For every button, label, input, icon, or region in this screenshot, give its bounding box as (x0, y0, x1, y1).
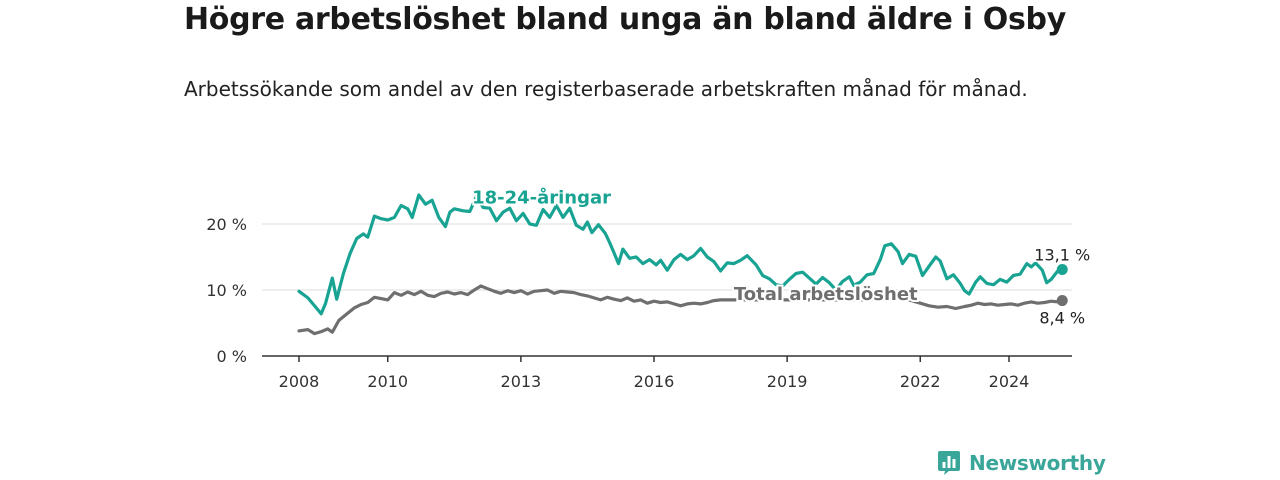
x-tick-label: 2010 (367, 372, 408, 391)
y-tick-label: 10 % (206, 281, 247, 300)
x-tick-label: 2022 (900, 372, 941, 391)
x-tick-label: 2013 (501, 372, 542, 391)
x-tick-label: 2024 (989, 372, 1030, 391)
chart-subtitle: Arbetssökande som andel av den registerb… (184, 77, 1028, 101)
x-tick-label: 2016 (634, 372, 675, 391)
series-line-youth (297, 193, 1064, 316)
chart-title: Högre arbetslöshet bland unga än bland ä… (184, 2, 1066, 37)
series-end-dot-total (1056, 295, 1068, 307)
series-label-youth: 18-24-åringar (472, 187, 611, 209)
end-label-total: 8,4 % (1039, 309, 1085, 328)
line-chart: 0 % 10 % 20 % 2008 2010 2013 2016 2019 2022 2024 1… (206, 185, 1091, 391)
y-tick-label: 0 % (217, 347, 247, 366)
x-tick-label: 2019 (767, 372, 808, 391)
brand-logo: Newsworthy (937, 448, 1106, 478)
series-end-dot-youth (1056, 264, 1068, 276)
series-label-total: Total arbetslöshet (734, 284, 918, 305)
end-label-youth: 13,1 % (1034, 246, 1090, 265)
brand-name: Newsworthy (969, 451, 1106, 475)
y-tick-label: 20 % (206, 215, 247, 234)
series-line-total (297, 284, 1064, 336)
newsworthy-logo-icon (938, 451, 960, 475)
x-tick-label: 2008 (279, 372, 320, 391)
